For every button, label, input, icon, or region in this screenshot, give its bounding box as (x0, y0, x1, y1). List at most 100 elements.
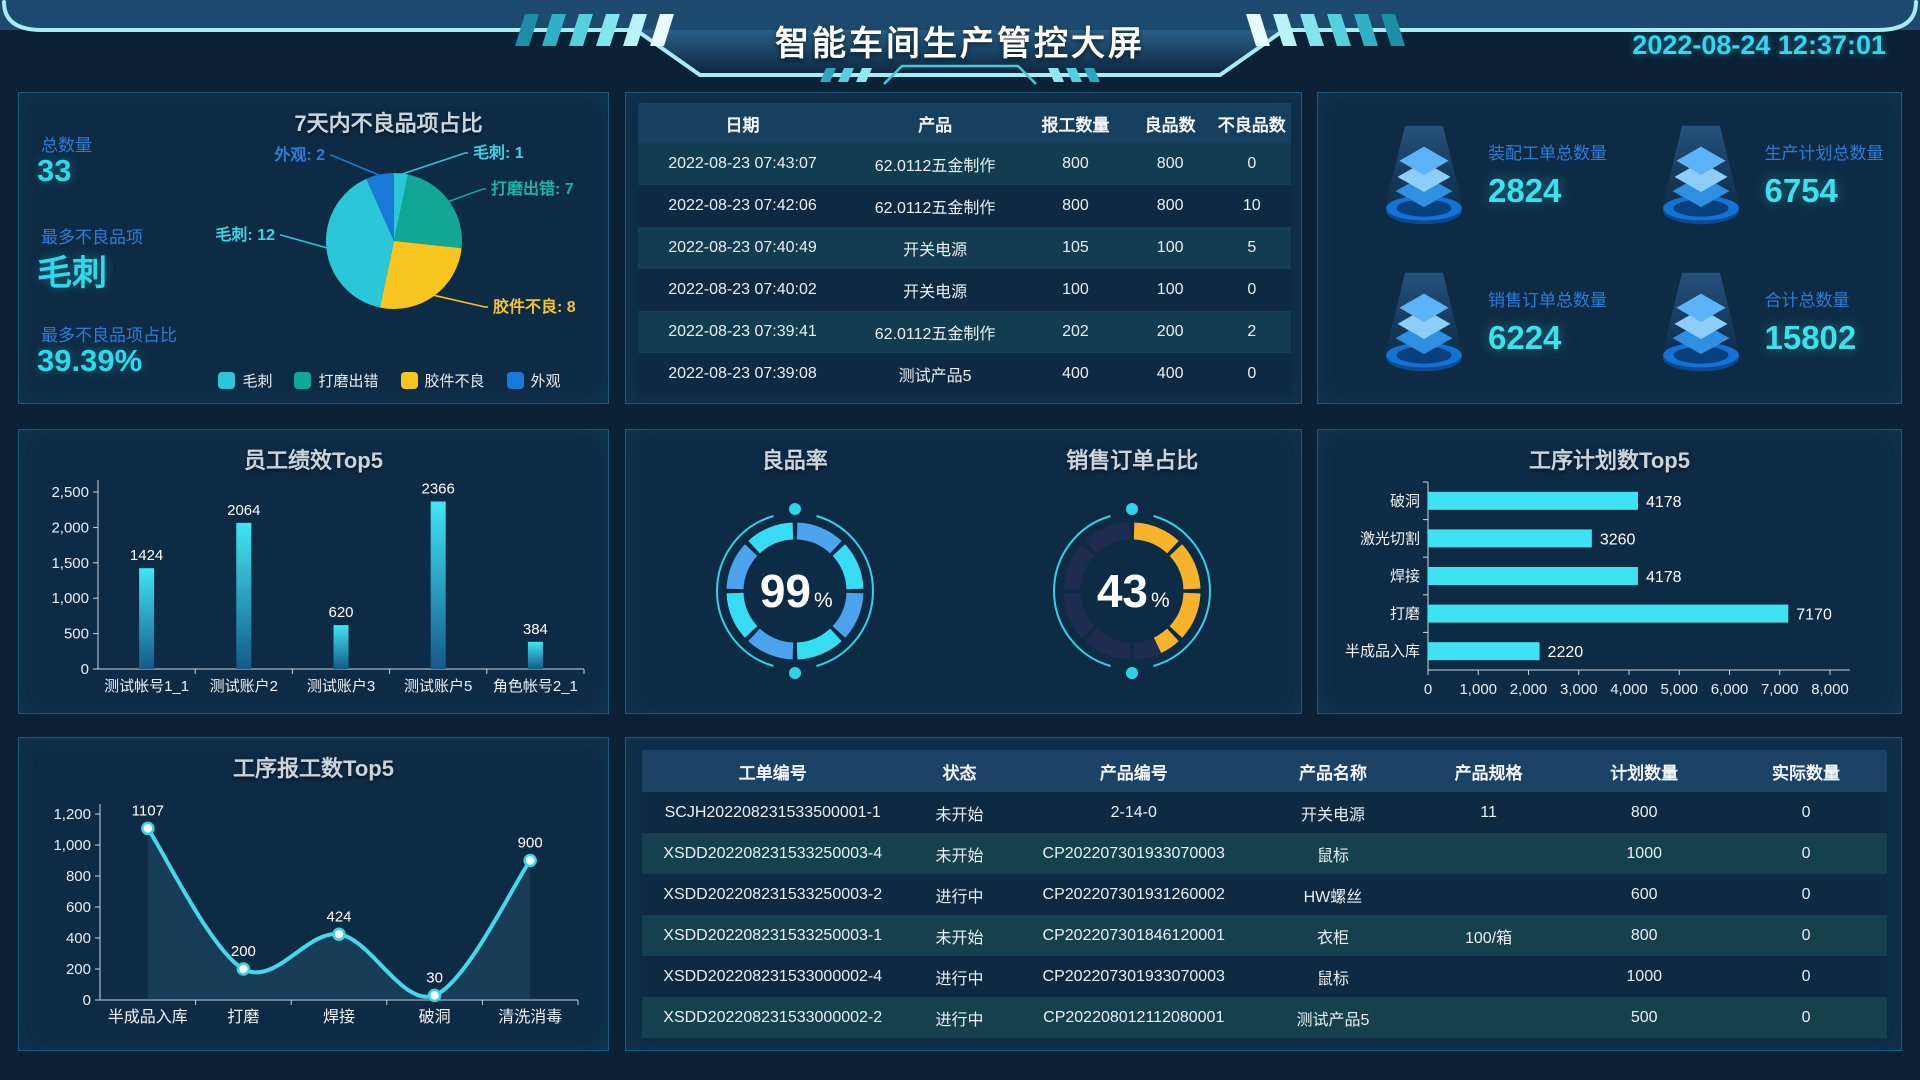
table-cell: 0 (1247, 281, 1257, 298)
legend-item: 毛刺 (218, 370, 272, 391)
table-cell: 2022-08-23 07:39:08 (668, 365, 817, 382)
table-row: XSDD202208231533000002-4 进行中 CP20220730193… (642, 956, 1887, 997)
stacked-layers-icon (1384, 125, 1464, 224)
panel-gauges: 良品率 99% 销售订单占比 43% (625, 429, 1302, 714)
stripe-decoration-left (515, 14, 674, 46)
table-cell: 0 (1247, 365, 1257, 382)
table-cell: XSDD202208231533000002-4 (663, 967, 883, 985)
svg-text:1,000: 1,000 (51, 590, 89, 607)
table-cell: 400 (1156, 365, 1184, 382)
column-header: 计划数量 (1563, 750, 1726, 792)
gauge-value: 43 (1097, 565, 1148, 617)
table-cell: 开关电源 (903, 242, 968, 259)
table-cell: CP202207301931260002 (1042, 885, 1225, 903)
pie-callout-label: 打磨出错: 7 (491, 179, 574, 198)
panel-process-report: 工序报工数Top5 0 200 400 600 800 1,000 1,200 1107 半成品… (18, 737, 609, 1051)
svg-text:激光切割: 激光切割 (1360, 530, 1420, 547)
svg-text:200: 200 (231, 943, 256, 960)
table-cell: 衣柜 (1316, 929, 1349, 947)
table-cell: 100/箱 (1464, 929, 1513, 947)
stacked-layers-icon (1660, 272, 1741, 371)
svg-text:0: 0 (81, 661, 89, 678)
table-row: XSDD202208231533250003-2 进行中 CP20220730193… (642, 874, 1887, 915)
table-cell: 0 (1801, 885, 1811, 903)
svg-text:破洞: 破洞 (1390, 493, 1420, 510)
table-cell: 0 (1247, 155, 1257, 172)
legend-swatch-icon (506, 372, 524, 389)
table-cell: 2022-08-23 07:40:49 (668, 239, 817, 256)
gauge-sales-order-ratio: 销售订单占比 43% (964, 430, 1302, 713)
panel-defect-ratio: 7天内不良品项占比 总数量 33 最多不良品项 毛刺 最多不良品项占比 39.3… (18, 92, 609, 404)
svg-text:2,000: 2,000 (51, 519, 89, 536)
table-cell: 100 (1156, 281, 1184, 298)
svg-text:900: 900 (518, 835, 543, 852)
table-cell: XSDD202208231533000002-2 (663, 1008, 883, 1026)
svg-text:0: 0 (1424, 681, 1432, 698)
svg-text:破洞: 破洞 (419, 1008, 451, 1026)
table-cell: CP202208012112080001 (1043, 1008, 1225, 1026)
table-cell: CP202207301933070003 (1042, 844, 1225, 862)
table-cell: XSDD202208231533250003-2 (663, 885, 883, 903)
table-row: SCJH202208231533500001-1 未开始 2-14-0 开关电源 11 8… (642, 792, 1887, 833)
svg-text:200: 200 (66, 961, 91, 978)
stat-label: 生产计划总数量 (1764, 144, 1884, 163)
column-header: 产品名称 (1252, 750, 1414, 792)
column-header: 状态 (903, 750, 1016, 792)
table-row: 2022-08-23 07:39:08 测试产品5 400 400 0 (638, 353, 1291, 395)
table-cell: 2022-08-23 07:43:07 (668, 155, 817, 172)
table-row: 2022-08-23 07:39:41 62.0112五金制作 202 200 2 (638, 311, 1291, 353)
table-cell: CP202207301933070003 (1042, 967, 1225, 985)
table-cell: 62.0112五金制作 (874, 158, 996, 175)
table-cell: CP202207301846120001 (1042, 926, 1225, 944)
legend-item: 打磨出错 (294, 370, 379, 391)
defect-stats: 总数量 33 最多不良品项 毛刺 最多不良品项占比 39.39% (35, 93, 185, 403)
svg-text:角色帐号2_1: 角色帐号2_1 (493, 678, 578, 695)
stacked-layers-icon (1660, 125, 1741, 224)
pie-callout-label: 外观: 2 (273, 145, 325, 164)
svg-text:打磨: 打磨 (227, 1008, 259, 1026)
table-cell: 800 (1156, 155, 1184, 172)
table-cell: 2022-08-23 07:39:41 (668, 323, 817, 340)
stat-card-assembly-orders: 装配工单总数量 2824 (1348, 101, 1625, 248)
svg-text:打磨: 打磨 (1390, 606, 1420, 623)
svg-text:2220: 2220 (1548, 644, 1584, 661)
stat-value: 6224 (1488, 319, 1562, 356)
table-cell: 0 (1801, 1008, 1811, 1026)
table-cell: 100 (1062, 281, 1089, 298)
table-cell: 测试产品5 (898, 368, 972, 385)
column-header: 实际数量 (1725, 750, 1887, 792)
pie-callout-label: 毛刺: 1 (473, 143, 524, 162)
gauge-title: 良品率 (761, 448, 828, 473)
table-cell: 10 (1242, 197, 1261, 214)
table-row: 2022-08-23 07:40:02 开关电源 100 100 0 (638, 269, 1291, 311)
gauge-title: 销售订单占比 (1066, 448, 1199, 473)
column-header: 报工数量 (1023, 103, 1128, 143)
legend-swatch-icon (218, 372, 236, 389)
table-row: 2022-08-23 07:42:06 62.0112五金制作 800 800 10 (638, 185, 1291, 227)
panel-title: 7天内不良品项占比 (294, 111, 483, 136)
svg-text:7170: 7170 (1796, 607, 1832, 624)
table-row: 2022-08-23 07:43:07 62.0112五金制作 800 800 0 (638, 143, 1291, 185)
column-header: 产品 (846, 103, 1024, 143)
process-plan-bar-chart: 0 1,000 2,000 3,000 4,000 5,000 6,000 7,000 8,00… (1332, 470, 1888, 715)
table-cell: 800 (1630, 926, 1658, 944)
table-cell: 1000 (1626, 967, 1662, 985)
svg-text:1107: 1107 (132, 802, 164, 819)
under-title-decoration (820, 64, 1100, 85)
svg-text:6,000: 6,000 (1711, 681, 1749, 698)
stat-value-total: 33 (37, 153, 72, 188)
column-header: 工单编号 (642, 750, 904, 792)
svg-text:8,000: 8,000 (1811, 681, 1849, 698)
svg-text:%: % (1151, 589, 1170, 612)
panel-order-stats: 装配工单总数量 2824 生产计划总数量 6754 (1317, 92, 1902, 404)
panel-title: 员工绩效Top5 (244, 448, 383, 473)
svg-text:焊接: 焊接 (323, 1008, 355, 1026)
svg-text:3,000: 3,000 (1560, 681, 1598, 698)
legend-item: 胶件不良 (400, 370, 485, 391)
table-cell: 11 (1480, 803, 1497, 821)
order-stats-grid: 装配工单总数量 2824 生产计划总数量 6754 (1348, 101, 1901, 395)
column-header: 良品数 (1127, 103, 1213, 143)
header: 智能车间生产管控大屏 2022-08-24 12:37:01 (0, 0, 1920, 90)
legend-swatch-icon (294, 372, 312, 389)
